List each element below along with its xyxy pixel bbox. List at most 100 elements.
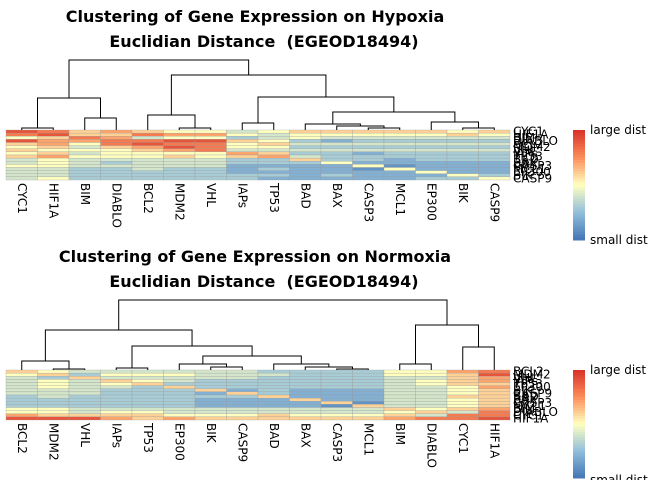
- heat-cell: [352, 397, 385, 402]
- heat-cell: [320, 407, 353, 411]
- heat-cell: [320, 164, 353, 168]
- heat-cell: [37, 142, 70, 146]
- heat-cell: [37, 407, 70, 411]
- heat-cell: [131, 401, 164, 405]
- heat-cell: [478, 170, 511, 174]
- heat-cell: [194, 173, 227, 178]
- dendrogram-link: [210, 366, 243, 370]
- heat-cell: [383, 170, 416, 174]
- heat-cell: [5, 148, 38, 153]
- heat-cell: [226, 379, 259, 383]
- colorbar-step: [573, 429, 585, 433]
- heat-cell: [383, 167, 416, 171]
- colorbar-label: large dist: [590, 123, 646, 137]
- heat-cell: [194, 164, 227, 168]
- heat-cell: [68, 173, 101, 178]
- heat-cell: [415, 379, 448, 383]
- colorbar-step: [573, 383, 585, 387]
- colorbar-step: [573, 132, 585, 136]
- heat-cell: [226, 410, 259, 414]
- row-label: BCL2: [513, 365, 544, 379]
- heat-cell: [163, 401, 196, 405]
- heat-cell: [131, 170, 164, 174]
- heat-cell: [446, 385, 479, 389]
- heat-cell: [289, 164, 322, 168]
- heat-cell: [5, 129, 38, 134]
- heat-cell: [446, 401, 479, 405]
- heat-cell: [100, 148, 133, 153]
- heat-cell: [257, 173, 290, 178]
- colorbar-step: [573, 397, 585, 401]
- heat-cell: [383, 404, 416, 408]
- heat-cell: [415, 385, 448, 389]
- heat-cell: [68, 148, 101, 153]
- heat-cell: [37, 413, 70, 418]
- heat-cell: [320, 154, 353, 159]
- column-label: BCL2: [141, 183, 155, 214]
- heat-cell: [478, 382, 511, 386]
- colorbar-step: [573, 453, 585, 457]
- heat-cell: [194, 376, 227, 380]
- heat-cell: [289, 145, 322, 149]
- row-label: BIK: [513, 168, 534, 182]
- heat-cell: [226, 139, 259, 143]
- colorbar-step: [573, 415, 585, 420]
- heat-cell: [37, 151, 70, 156]
- heat-cell: [446, 129, 479, 134]
- heat-cell: [320, 413, 353, 418]
- row-label: BIM: [513, 402, 535, 416]
- colorbar-step: [573, 176, 585, 180]
- heat-cell: [446, 369, 479, 374]
- heat-cell: [383, 136, 416, 140]
- heat-cell: [257, 136, 290, 140]
- column-label: MCL1: [361, 423, 375, 456]
- heat-cell: [131, 151, 164, 156]
- heat-cell: [226, 173, 259, 178]
- row-label: CYC1: [513, 125, 544, 139]
- heat-cell: [68, 142, 101, 146]
- heat-cell: [352, 164, 385, 168]
- heat-cell: [5, 139, 38, 143]
- heat-cell: [352, 416, 385, 421]
- heat-cell: [478, 161, 511, 165]
- heat-cell: [131, 416, 164, 421]
- heat-cell: [383, 394, 416, 399]
- heat-cell: [37, 145, 70, 149]
- row-label: CASP3: [513, 159, 552, 173]
- heat-cell: [352, 407, 385, 411]
- heat-cell: [415, 129, 448, 134]
- heat-cell: [478, 397, 511, 402]
- heat-cell: [352, 170, 385, 174]
- heat-cell: [37, 410, 70, 414]
- colorbar-step: [573, 138, 585, 142]
- heat-cell: [257, 129, 290, 134]
- heat-cell: [226, 164, 259, 168]
- heat-cell: [5, 145, 38, 149]
- heat-cell: [320, 161, 353, 165]
- heat-cell: [5, 404, 38, 408]
- heat-cell: [320, 410, 353, 414]
- colorbar-step: [573, 432, 585, 436]
- heat-cell: [446, 176, 479, 181]
- heat-cell: [257, 413, 290, 418]
- heat-cell: [446, 164, 479, 168]
- heat-cell: [5, 170, 38, 174]
- colorbar-step: [573, 413, 585, 417]
- dendrogram-link: [202, 355, 302, 364]
- dendrogram-link: [415, 324, 479, 364]
- heat-cell: [320, 139, 353, 143]
- heat-cell: [257, 404, 290, 408]
- heat-cell: [352, 369, 385, 374]
- heat-cell: [415, 136, 448, 140]
- colorbar-step: [573, 212, 585, 216]
- heat-cell: [100, 401, 133, 405]
- heat-cell: [415, 154, 448, 159]
- colorbar-step: [573, 407, 585, 411]
- heat-cell: [194, 391, 227, 396]
- heat-cell: [194, 385, 227, 389]
- heat-cell: [100, 151, 133, 156]
- heat-cell: [289, 388, 322, 393]
- heat-cell: [352, 385, 385, 389]
- heat-cell: [68, 154, 101, 159]
- heat-cell: [289, 161, 322, 165]
